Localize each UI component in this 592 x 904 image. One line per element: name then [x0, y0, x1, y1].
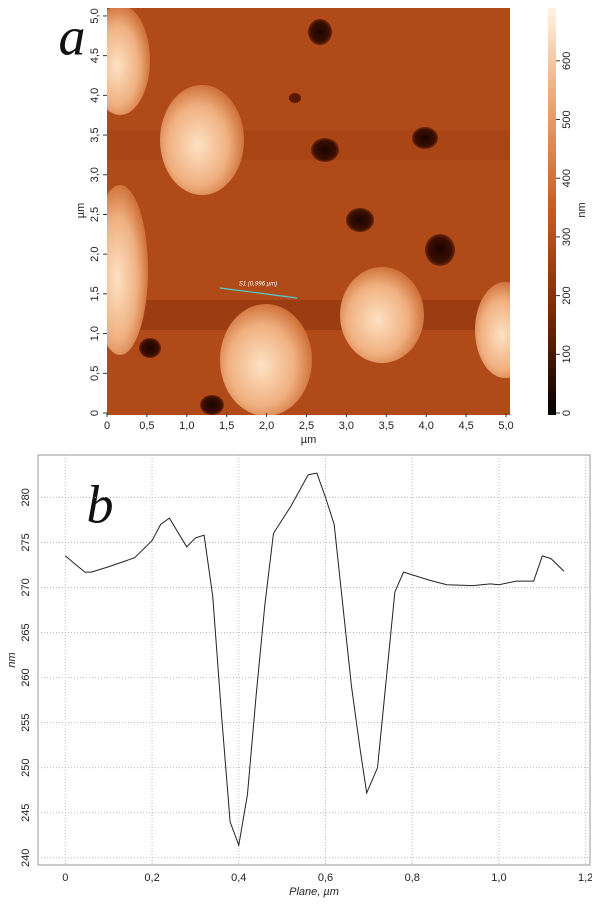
colorbar-tick-label: 0 [561, 410, 573, 416]
profile-line [219, 287, 298, 299]
y-tick-label: 250 [20, 759, 32, 777]
x-tick-label: 3,5 [379, 420, 394, 432]
colorbar [548, 8, 556, 415]
colorbar-tick-label: 200 [561, 286, 573, 304]
x-tick-label: 4,5 [458, 420, 473, 432]
y-tick-label: 5,0 [89, 8, 101, 23]
colorbar-label: nm [576, 202, 588, 217]
plot-frame [37, 454, 591, 866]
y-tick-label: 240 [20, 849, 32, 867]
x-tick-label: 0,4 [231, 872, 246, 884]
y-tick-label: 2,5 [89, 207, 101, 222]
annotation: S1 (0,996 µm) [239, 282, 277, 288]
colorbar-tick-label: 500 [561, 110, 573, 128]
x-tick-label: 1,5 [219, 420, 234, 432]
x-axis-label: µm [301, 434, 317, 446]
y-axis-label: µm [75, 203, 87, 219]
x-tick-label: 3,0 [339, 420, 354, 432]
y-axis-label: nm [6, 652, 18, 667]
colorbar-tick-label: 600 [561, 52, 573, 70]
y-tick-label: 1,5 [89, 286, 101, 301]
y-tick-label: 260 [20, 668, 32, 686]
x-tick-label: 0,2 [144, 872, 159, 884]
panel-label: b [87, 474, 114, 534]
y-tick-label: 0,5 [89, 366, 101, 381]
x-tick-label: 1,2 [578, 872, 592, 884]
y-tick-label: 4,5 [89, 48, 101, 63]
x-tick-label: 0 [62, 872, 68, 884]
y-tick-label: 265 [20, 623, 32, 641]
y-tick-label: 255 [20, 713, 32, 731]
x-tick-label: 2,0 [259, 420, 274, 432]
x-tick-label: 4,0 [419, 420, 434, 432]
y-tick-label: 280 [20, 488, 32, 506]
y-tick-label: 1,0 [89, 326, 101, 341]
y-tick-label: 270 [20, 578, 32, 596]
profile-line [64, 472, 565, 848]
x-tick-label: 5,0 [498, 420, 513, 432]
colorbar-tick-label: 300 [561, 228, 573, 246]
x-tick-label: 1,0 [491, 872, 506, 884]
x-tick-label: 0,6 [318, 872, 333, 884]
x-axis-label: Plane, µm [289, 886, 339, 898]
x-tick-label: 0 [104, 420, 110, 432]
y-tick-label: 2,0 [89, 247, 101, 262]
y-tick-label: 3,5 [89, 127, 101, 142]
x-tick-label: 0,8 [405, 872, 420, 884]
y-tick-label: 245 [20, 804, 32, 822]
y-tick-label: 4,0 [89, 88, 101, 103]
x-tick-label: 0,5 [139, 420, 154, 432]
colorbar-tick-label: 400 [561, 169, 573, 187]
colorbar-tick-label: 100 [561, 345, 573, 363]
y-tick-label: 3,0 [89, 167, 101, 182]
x-tick-label: 1,0 [179, 420, 194, 432]
y-tick-label: 0 [89, 410, 101, 416]
x-tick-label: 2,5 [299, 420, 314, 432]
afm-image [107, 8, 510, 415]
panel-label: a [59, 6, 86, 66]
y-tick-label: 275 [20, 533, 32, 551]
